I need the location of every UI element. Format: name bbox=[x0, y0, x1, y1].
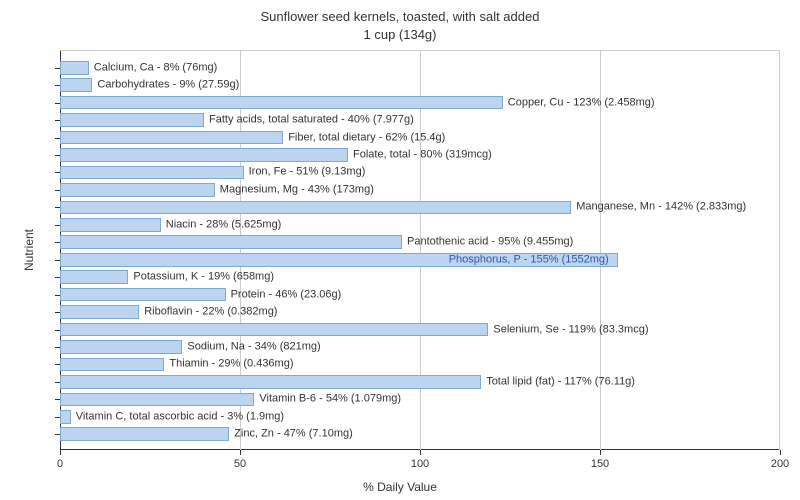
bar-label: Fiber, total dietary - 62% (15.4g) bbox=[288, 132, 445, 143]
bar bbox=[60, 201, 571, 215]
y-tick bbox=[55, 434, 60, 435]
bar bbox=[60, 288, 226, 302]
bar-label: Selenium, Se - 119% (83.3mcg) bbox=[493, 324, 648, 335]
bar-label: Thiamin - 29% (0.436mg) bbox=[169, 359, 293, 370]
bar-label: Pantothenic acid - 95% (9.455mg) bbox=[407, 237, 573, 248]
y-tick bbox=[55, 382, 60, 383]
x-axis-label: % Daily Value bbox=[363, 480, 437, 494]
x-tick-label: 150 bbox=[591, 458, 609, 470]
y-tick bbox=[55, 260, 60, 261]
title-line-2: 1 cup (134g) bbox=[0, 26, 800, 44]
bar bbox=[60, 148, 348, 162]
bar bbox=[60, 375, 481, 389]
x-tick bbox=[60, 450, 61, 455]
y-tick bbox=[55, 103, 60, 104]
bar bbox=[60, 183, 215, 197]
bar bbox=[60, 218, 161, 232]
bar-label: Carbohydrates - 9% (27.59g) bbox=[97, 80, 239, 91]
bar bbox=[60, 393, 254, 407]
bar-label: Iron, Fe - 51% (9.13mg) bbox=[249, 167, 366, 178]
x-tick-label: 200 bbox=[771, 458, 789, 470]
bar-label: Calcium, Ca - 8% (76mg) bbox=[94, 62, 217, 73]
y-tick bbox=[55, 364, 60, 365]
bar-label: Fatty acids, total saturated - 40% (7.97… bbox=[209, 115, 414, 126]
bar bbox=[60, 427, 229, 441]
bar-label: Manganese, Mn - 142% (2.833mg) bbox=[576, 202, 746, 213]
y-tick bbox=[55, 399, 60, 400]
bar bbox=[60, 96, 503, 110]
bar-label: Riboflavin - 22% (0.382mg) bbox=[144, 307, 277, 318]
chart-title: Sunflower seed kernels, toasted, with sa… bbox=[0, 0, 800, 44]
y-tick bbox=[55, 172, 60, 173]
y-tick bbox=[55, 417, 60, 418]
plot-area: Calcium, Ca - 8% (76mg) Carbohydrates - 9… bbox=[60, 50, 780, 450]
bar bbox=[60, 410, 71, 424]
y-tick bbox=[55, 225, 60, 226]
bar bbox=[60, 61, 89, 75]
bar-label: Vitamin C, total ascorbic acid - 3% (1.9… bbox=[76, 411, 284, 422]
bars-group: Calcium, Ca - 8% (76mg) Carbohydrates - 9… bbox=[60, 51, 779, 450]
y-tick bbox=[55, 155, 60, 156]
bar bbox=[60, 305, 139, 319]
bar bbox=[60, 323, 488, 337]
y-tick bbox=[55, 207, 60, 208]
bar-label: Total lipid (fat) - 117% (76.11g) bbox=[486, 376, 635, 387]
bar-label: Niacin - 28% (5.625mg) bbox=[166, 219, 282, 230]
y-tick bbox=[55, 68, 60, 69]
bar-label: Potassium, K - 19% (658mg) bbox=[133, 272, 274, 283]
y-tick bbox=[55, 242, 60, 243]
x-tick-label: 100 bbox=[411, 458, 429, 470]
y-tick bbox=[55, 347, 60, 348]
y-tick bbox=[55, 138, 60, 139]
bar bbox=[60, 358, 164, 372]
bar-label: Folate, total - 80% (319mcg) bbox=[353, 149, 492, 160]
bar bbox=[60, 113, 204, 127]
y-axis-label: Nutrient bbox=[22, 229, 36, 271]
bar-label: Vitamin B-6 - 54% (1.079mg) bbox=[259, 394, 401, 405]
title-line-1: Sunflower seed kernels, toasted, with sa… bbox=[0, 8, 800, 26]
bar-label: Phosphorus, P - 155% (1552mg) bbox=[449, 254, 609, 265]
y-tick bbox=[55, 277, 60, 278]
x-tick bbox=[240, 450, 241, 455]
y-tick bbox=[55, 85, 60, 86]
y-tick bbox=[55, 312, 60, 313]
bar bbox=[60, 235, 402, 249]
bar-label: Sodium, Na - 34% (821mg) bbox=[187, 341, 320, 352]
x-tick bbox=[600, 450, 601, 455]
bar bbox=[60, 166, 244, 180]
x-tick bbox=[780, 450, 781, 455]
nutrient-chart: Sunflower seed kernels, toasted, with sa… bbox=[0, 0, 800, 500]
bar bbox=[60, 78, 92, 92]
y-tick bbox=[55, 295, 60, 296]
bar-label: Magnesium, Mg - 43% (173mg) bbox=[220, 184, 374, 195]
bar-label: Protein - 46% (23.06g) bbox=[231, 289, 342, 300]
x-tick bbox=[420, 450, 421, 455]
y-tick bbox=[55, 190, 60, 191]
bar bbox=[60, 270, 128, 284]
x-tick-label: 0 bbox=[57, 458, 63, 470]
y-tick bbox=[55, 330, 60, 331]
y-tick bbox=[55, 120, 60, 121]
x-tick-label: 50 bbox=[234, 458, 246, 470]
bar bbox=[60, 340, 182, 354]
bar bbox=[60, 131, 283, 145]
bar-label: Zinc, Zn - 47% (7.10mg) bbox=[234, 429, 353, 440]
bar-label: Copper, Cu - 123% (2.458mg) bbox=[508, 97, 655, 108]
